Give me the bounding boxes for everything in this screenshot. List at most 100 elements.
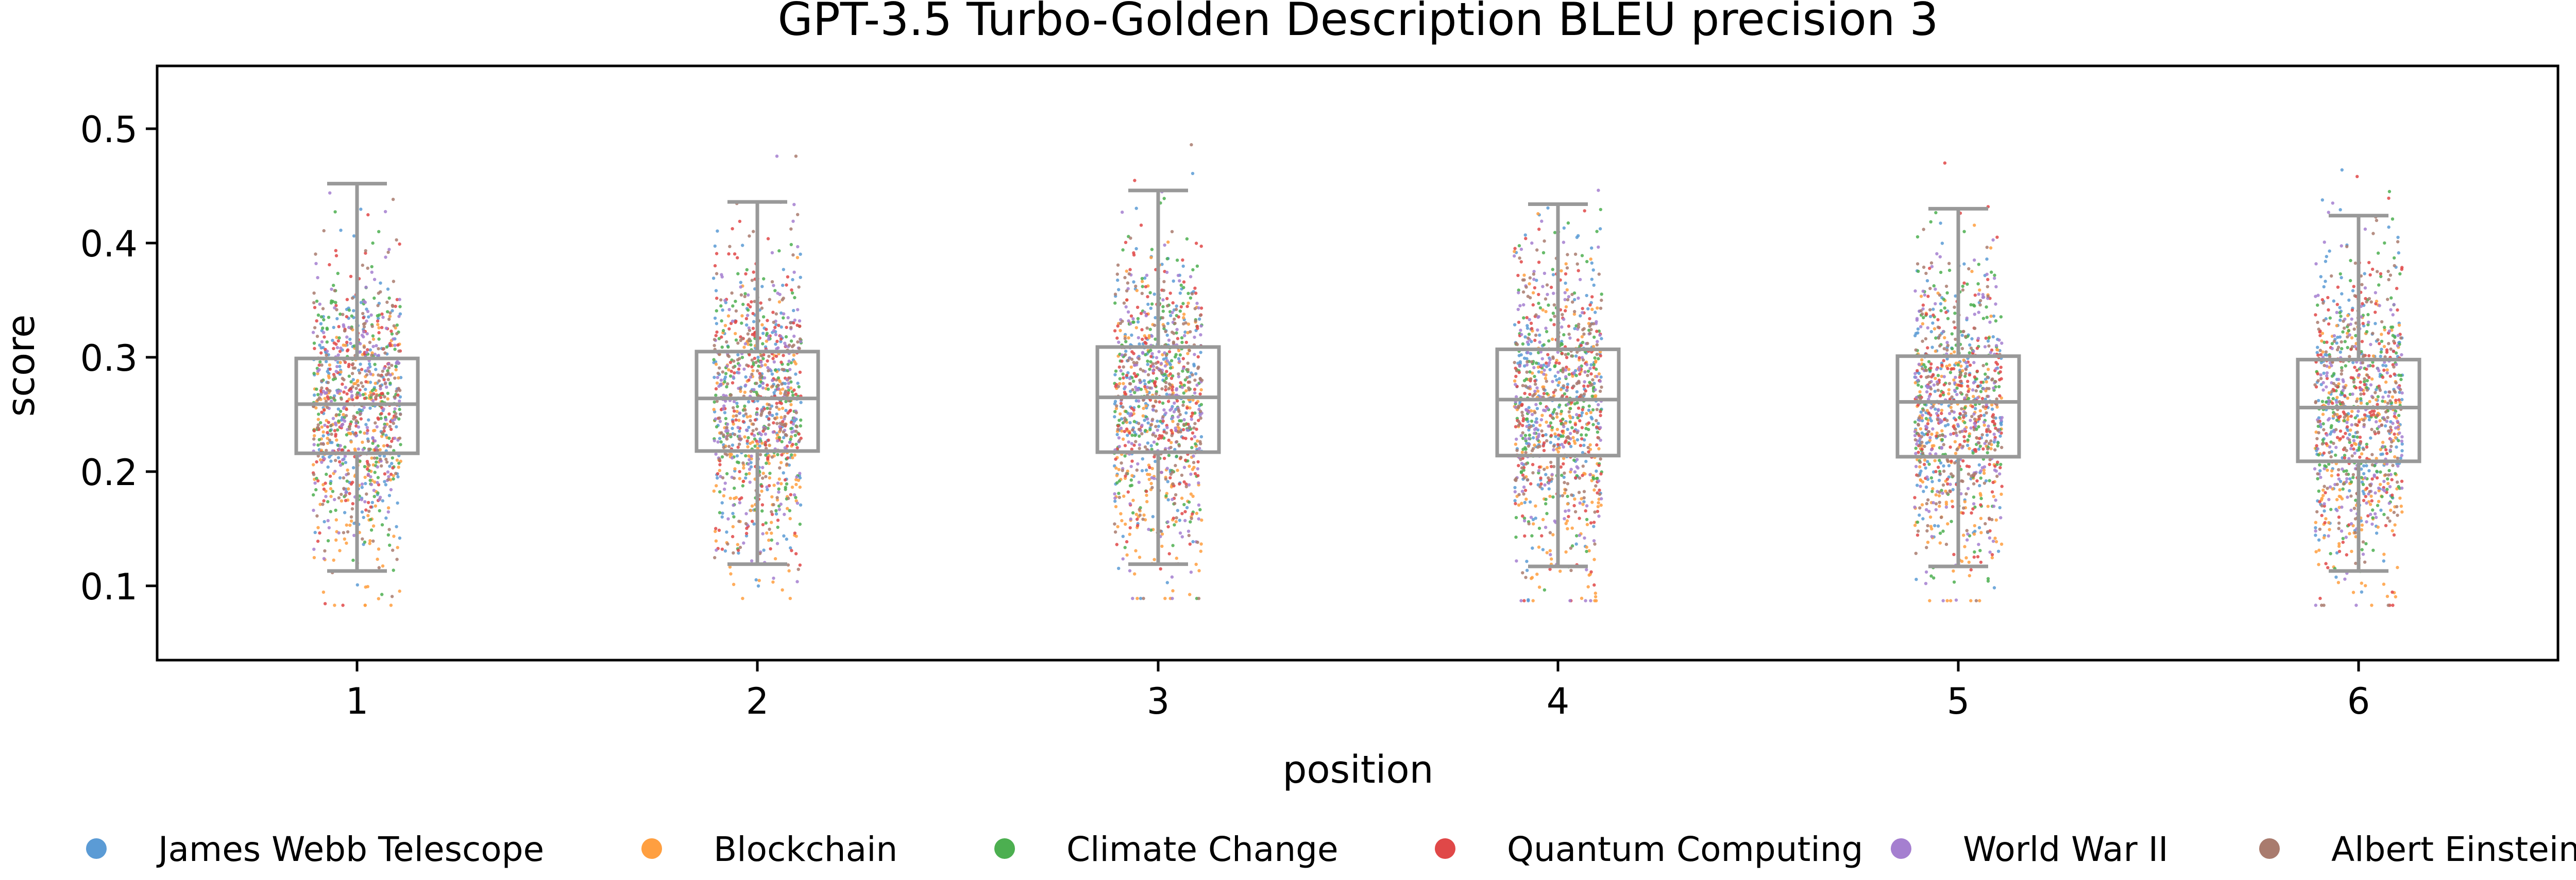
strip-point — [1144, 336, 1148, 340]
strip-point — [731, 512, 735, 515]
strip-point — [774, 509, 778, 512]
strip-point — [745, 363, 749, 367]
strip-point — [378, 509, 381, 513]
strip-point — [316, 276, 319, 280]
strip-point — [396, 343, 400, 347]
strip-point — [1159, 361, 1163, 365]
strip-point — [1182, 391, 1185, 395]
strip-point — [1182, 422, 1186, 426]
strip-point — [1564, 488, 1568, 492]
strip-point — [799, 252, 802, 256]
strip-point — [1134, 440, 1138, 443]
strip-point — [391, 456, 394, 460]
strip-point — [1171, 497, 1174, 501]
strip-point — [740, 314, 744, 318]
strip-point — [736, 426, 740, 429]
strip-point — [1141, 457, 1144, 461]
strip-point — [737, 442, 741, 446]
strip-point — [313, 306, 317, 309]
strip-point — [1960, 334, 1964, 337]
strip-point — [316, 418, 320, 421]
strip-point — [723, 380, 726, 384]
strip-point — [1530, 241, 1534, 245]
strip-point — [338, 476, 342, 480]
strip-point — [1514, 374, 1518, 378]
strip-point — [1586, 446, 1590, 450]
strip-point — [758, 376, 762, 379]
strip-point — [1175, 304, 1178, 308]
strip-point — [316, 526, 320, 529]
strip-point — [1551, 533, 1555, 537]
strip-point — [319, 315, 324, 319]
strip-point — [1972, 349, 1975, 353]
strip-point — [1924, 570, 1928, 574]
strip-point — [337, 413, 341, 417]
strip-point — [1536, 389, 1540, 393]
strip-point — [1542, 372, 1546, 376]
strip-point — [1934, 302, 1937, 306]
strip-point — [1140, 291, 1144, 295]
strip-point — [1920, 503, 1924, 507]
strip-point — [721, 476, 725, 480]
strip-point — [1120, 417, 1124, 421]
strip-point — [1969, 426, 1973, 430]
strip-point — [788, 517, 792, 521]
strip-point — [394, 365, 398, 368]
strip-point — [345, 541, 348, 545]
strip-point — [325, 340, 329, 344]
strip-point — [1567, 332, 1571, 336]
strip-point — [1578, 372, 1582, 376]
strip-point — [1917, 416, 1921, 420]
strip-point — [1597, 245, 1600, 249]
strip-point — [745, 439, 749, 443]
strip-point — [1513, 490, 1517, 494]
strip-point — [1596, 306, 1599, 310]
strip-point — [1522, 316, 1526, 320]
strip-point — [1586, 585, 1590, 589]
strip-point — [720, 275, 724, 279]
strip-point — [338, 460, 342, 464]
strip-point — [1519, 434, 1523, 438]
strip-point — [1918, 443, 1922, 447]
strip-point — [1546, 206, 1550, 210]
strip-point — [713, 439, 717, 443]
strip-point — [735, 414, 738, 418]
strip-point — [1948, 482, 1952, 486]
strip-point — [1178, 359, 1181, 364]
strip-point — [395, 425, 398, 429]
strip-point — [1993, 537, 1997, 540]
strip-point — [1979, 531, 1983, 534]
strip-point — [1179, 381, 1182, 385]
strip-point — [330, 433, 333, 436]
strip-point — [766, 383, 769, 387]
strip-point — [1935, 434, 1938, 438]
strip-point — [1129, 412, 1133, 416]
strip-point — [1115, 481, 1119, 485]
strip-point — [1564, 522, 1568, 525]
strip-point — [1934, 336, 1938, 340]
strip-point — [1970, 269, 1974, 273]
strip-point — [751, 312, 755, 316]
strip-point — [379, 281, 382, 285]
strip-point — [715, 425, 719, 429]
strip-point — [1173, 321, 1177, 325]
strip-point — [380, 412, 383, 416]
strip-point — [1542, 387, 1546, 391]
strip-point — [1120, 429, 1124, 433]
strip-point — [1164, 411, 1167, 415]
strip-point — [1170, 428, 1173, 433]
strip-point — [1530, 448, 1534, 453]
strip-point — [1123, 385, 1127, 389]
strip-point — [1574, 354, 1578, 358]
strip-point — [1952, 580, 1956, 584]
strip-point — [324, 481, 327, 485]
strip-point — [1158, 434, 1162, 438]
strip-point — [1177, 444, 1181, 447]
strip-point — [718, 457, 721, 461]
strip-point — [741, 302, 745, 306]
strip-point — [1171, 544, 1175, 547]
strip-point — [750, 372, 754, 376]
strip-point — [1963, 500, 1967, 504]
strip-point — [766, 319, 769, 322]
strip-point — [1132, 379, 1136, 383]
